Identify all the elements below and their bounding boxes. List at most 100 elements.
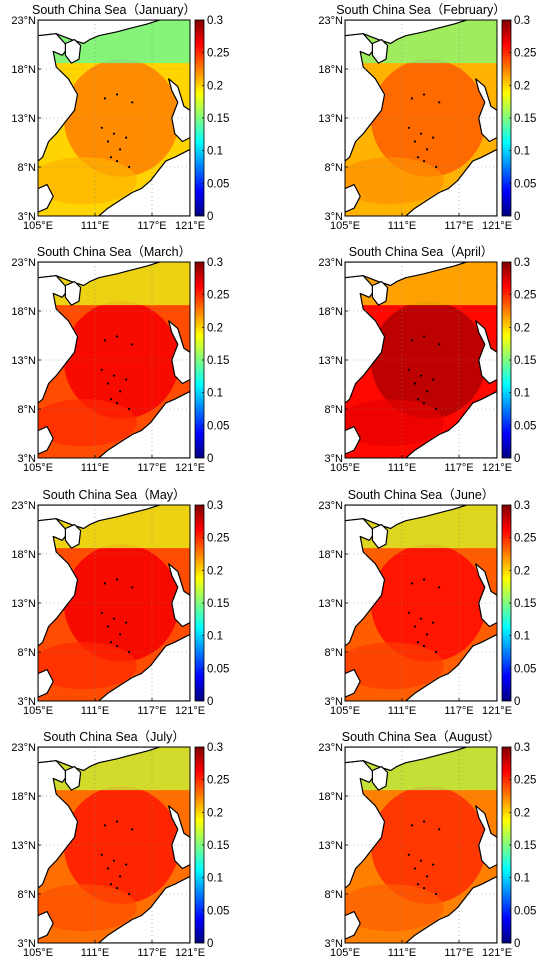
land-malay <box>345 426 361 455</box>
land-hainan <box>371 523 389 549</box>
colorbar-tick-label: 0 <box>207 938 213 950</box>
island-dot <box>419 374 423 377</box>
colorbar-tick-label: 0.2 <box>207 565 223 577</box>
land-hainan <box>64 281 82 306</box>
island-dot <box>112 859 116 862</box>
colorbar-tick-label: 0.1 <box>514 146 530 158</box>
y-tick-label: 13°N <box>318 355 343 367</box>
land-north <box>38 262 161 287</box>
y-tick-label: 18°N <box>318 64 343 76</box>
y-tick-label: 8°N <box>325 889 344 901</box>
colorbar-tick-label: 0.05 <box>514 663 536 675</box>
land-north <box>38 747 161 772</box>
land-borneo <box>98 148 190 216</box>
sea-field <box>345 505 497 701</box>
island-dot <box>115 820 119 823</box>
colorbar-tick-label: 0.15 <box>207 598 229 610</box>
island-dot <box>407 611 410 614</box>
map-panel: South China Sea（February）23°N 18°N 13°N 8°N… <box>318 3 536 232</box>
island-dot <box>425 633 429 636</box>
x-tick-label: 111°E <box>81 947 109 959</box>
y-tick-label: 13°N <box>11 840 36 852</box>
panel-title: South China Sea（August） <box>342 730 500 744</box>
x-tick-label: 121°E <box>482 462 512 474</box>
colorbar-tick-label: 0.25 <box>207 775 229 787</box>
y-tick-label: 3°N <box>325 211 344 223</box>
land-philippines <box>475 563 497 628</box>
island-dot <box>112 374 116 377</box>
island-dot <box>413 867 417 870</box>
colorbar-tick-label: 0.15 <box>514 355 536 367</box>
island-dot <box>407 368 410 371</box>
y-tick-label: 3°N <box>18 938 37 950</box>
island-dot <box>419 617 423 620</box>
land-north <box>345 505 468 530</box>
island-dot <box>115 645 119 648</box>
colorbar-tick-label: 0.3 <box>207 742 223 754</box>
island-dot <box>128 165 131 169</box>
x-tick-label: 105°E <box>330 947 360 959</box>
colorbar-tick-label: 0.3 <box>207 257 223 269</box>
island-dot <box>103 339 106 342</box>
colorbar-tick-label: 0.15 <box>207 355 229 367</box>
x-tick-label: 111°E <box>388 705 416 717</box>
colorbar-tick-label: 0.1 <box>207 146 223 158</box>
island-dot <box>407 126 410 129</box>
island-dot <box>112 617 116 620</box>
island-dot <box>128 407 131 411</box>
colorbar-tick-label: 0.05 <box>207 420 229 432</box>
colorbar-tick-label: 0.1 <box>207 388 223 400</box>
island-dot <box>128 892 131 896</box>
island-dot <box>106 140 110 143</box>
panel-title: South China Sea（July） <box>43 730 185 744</box>
island-dot <box>131 101 134 104</box>
map-panel: South China Sea（May） 23°N 18°N 13°N 8°N 3°N10… <box>11 488 229 717</box>
island-dot <box>425 390 429 393</box>
island-dot <box>435 650 438 654</box>
map-panel: South China Sea（January）23°N 18°N 13°N 8°N 3… <box>11 3 229 232</box>
island-dot <box>115 887 119 890</box>
land-hainan <box>371 38 389 64</box>
y-tick-label: 8°N <box>18 647 37 659</box>
sea-field <box>345 20 497 216</box>
panel-title: South China Sea（March） <box>37 245 191 259</box>
island-dot <box>416 883 420 886</box>
colorbar-tick-label: 0.3 <box>514 15 530 27</box>
island-dot <box>115 93 119 96</box>
y-tick-label: 23°N <box>11 500 36 512</box>
x-tick-label: 117°E <box>137 705 166 717</box>
island-dot <box>100 611 103 614</box>
colorbar-tick-label: 0.25 <box>514 533 536 545</box>
x-tick-label: 117°E <box>444 947 473 959</box>
island-dot <box>125 621 128 624</box>
island-dot <box>106 625 110 628</box>
island-dot <box>115 335 119 338</box>
island-dot <box>410 582 413 585</box>
x-tick-label: 105°E <box>23 220 53 232</box>
map-panel: South China Sea（August）23°N 18°N 13°N 8°N 3°… <box>318 730 536 959</box>
x-tick-label: 111°E <box>81 462 109 474</box>
y-tick-label: 23°N <box>11 742 36 754</box>
colorbar-tick-label: 0.2 <box>514 322 530 334</box>
y-tick-label: 23°N <box>318 15 343 27</box>
y-tick-label: 8°N <box>18 404 37 416</box>
y-tick-label: 13°N <box>318 113 343 125</box>
x-tick-label: 111°E <box>81 705 109 717</box>
island-dot <box>435 407 438 411</box>
island-dot <box>419 132 423 135</box>
x-tick-label: 121°E <box>482 947 512 959</box>
island-dot <box>103 582 106 585</box>
island-dot <box>416 398 420 401</box>
island-dot <box>128 650 131 654</box>
colorbar-tick-label: 0.1 <box>514 388 530 400</box>
island-dot <box>131 828 134 831</box>
sea-field <box>38 262 190 458</box>
x-tick-label: 105°E <box>23 462 53 474</box>
island-dot <box>106 867 110 870</box>
y-tick-label: 3°N <box>325 938 344 950</box>
colorbar-tick-label: 0.1 <box>514 873 530 885</box>
island-dot <box>422 335 426 338</box>
colorbar-tick-label: 0 <box>514 453 520 465</box>
x-tick-label: 121°E <box>482 220 512 232</box>
colorbar-tick-label: 0.2 <box>207 322 223 334</box>
